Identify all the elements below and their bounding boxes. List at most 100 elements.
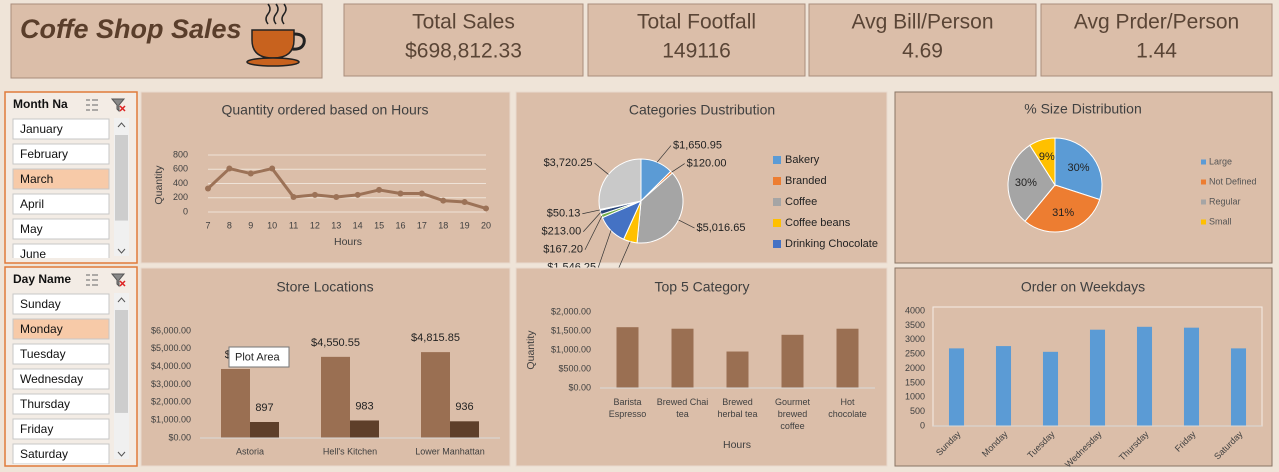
slicer-item[interactable] bbox=[12, 368, 110, 390]
y-tick-label: 0 bbox=[920, 420, 925, 430]
slicer-item[interactable] bbox=[12, 168, 110, 190]
line-marker bbox=[205, 185, 211, 192]
x-tick-label: Barista Espresso bbox=[609, 397, 647, 419]
slicer-item-label: Tuesday bbox=[20, 347, 66, 361]
multi-select-icon[interactable] bbox=[86, 99, 98, 111]
bar bbox=[1136, 326, 1153, 426]
x-axis-label: Hours bbox=[723, 439, 751, 451]
chart-title: Top 5 Category bbox=[655, 279, 750, 295]
line-marker bbox=[290, 194, 297, 201]
slicer-item[interactable] bbox=[12, 343, 110, 365]
clear-filter-icon[interactable] bbox=[110, 273, 126, 288]
clear-filter-icon[interactable] bbox=[110, 98, 126, 113]
data-label: $4,815.85 bbox=[411, 332, 460, 344]
leader-line bbox=[597, 230, 612, 268]
slicer-item[interactable] bbox=[12, 418, 110, 440]
multi-select-icon[interactable] bbox=[86, 274, 98, 286]
y-tick-label: $1,500.00 bbox=[551, 325, 591, 335]
scroll-thumb[interactable] bbox=[115, 310, 128, 413]
legend-swatch bbox=[1201, 159, 1206, 165]
x-tick-label: 16 bbox=[395, 220, 405, 230]
x-tick-label: Gourmet brewed coffee bbox=[775, 397, 811, 431]
bar bbox=[726, 351, 749, 388]
y-tick-label: 1000 bbox=[905, 392, 925, 402]
x-tick-label: 20 bbox=[481, 220, 491, 230]
slicer-item[interactable] bbox=[12, 143, 110, 165]
scroll-down[interactable] bbox=[117, 248, 126, 254]
data-label: $50.13 bbox=[547, 208, 581, 220]
slicer-item[interactable] bbox=[12, 243, 110, 264]
x-tick-label: 15 bbox=[374, 220, 384, 230]
slicer-item-label: Thursday bbox=[20, 397, 70, 411]
line-marker bbox=[483, 205, 489, 212]
x-tick-label: Brewed herbal tea bbox=[717, 397, 757, 419]
x-axis-label: Hours bbox=[334, 236, 362, 248]
tooltip-box bbox=[228, 346, 290, 368]
leader-line bbox=[582, 209, 601, 215]
slicer-item-label: April bbox=[20, 197, 44, 211]
x-tick-label: Hell's Kitchen bbox=[323, 446, 377, 456]
slicer-item[interactable] bbox=[12, 193, 110, 215]
slicer-item[interactable] bbox=[12, 218, 110, 240]
bar bbox=[616, 327, 639, 388]
chart-panel bbox=[515, 267, 888, 467]
kpi-card bbox=[587, 3, 806, 77]
pie-slice bbox=[1054, 137, 1103, 201]
bar bbox=[350, 420, 379, 438]
x-tick-label: Hot chocolate bbox=[828, 397, 867, 419]
line-marker bbox=[247, 170, 254, 177]
chart-title: Categories Dustribution bbox=[629, 102, 775, 118]
scroll-thumb[interactable] bbox=[115, 135, 128, 221]
scroll-down[interactable] bbox=[117, 451, 126, 457]
legend-label: Drinking Chocolate bbox=[785, 238, 878, 250]
x-tick-label: 9 bbox=[248, 220, 253, 230]
slicer-item-label: January bbox=[20, 122, 63, 136]
legend-label: Large bbox=[1209, 156, 1232, 166]
bar bbox=[995, 346, 1012, 426]
y-tick-label: 400 bbox=[173, 178, 188, 188]
kpi-label: Avg Bill/Person bbox=[851, 11, 993, 34]
legend-swatch bbox=[773, 240, 781, 248]
legend-swatch bbox=[773, 198, 781, 206]
y-tick-label: 1500 bbox=[905, 377, 925, 387]
kpi-card bbox=[343, 3, 584, 77]
scroll-up[interactable] bbox=[117, 297, 126, 303]
slicer-item[interactable] bbox=[12, 293, 110, 315]
slicer-item-label: March bbox=[20, 172, 53, 186]
x-tick-label: 19 bbox=[460, 220, 470, 230]
leader-line bbox=[584, 215, 603, 250]
data-label: $3,720.25 bbox=[544, 157, 593, 169]
y-tick-label: 800 bbox=[173, 149, 188, 159]
leader-line bbox=[594, 162, 609, 175]
data-label: 983 bbox=[355, 400, 373, 412]
data-label: $4,550.55 bbox=[311, 337, 360, 349]
slicer-item[interactable] bbox=[12, 393, 110, 415]
legend-swatch bbox=[1201, 199, 1206, 205]
legend-swatch bbox=[773, 219, 781, 227]
y-tick-label: $3,000.00 bbox=[151, 379, 191, 389]
slicer-item-label: Friday bbox=[20, 422, 53, 436]
data-label: $5,016.65 bbox=[697, 222, 746, 234]
slicer-items: Sunday Monday Tuesday Wednesday Thursday Frid… bbox=[12, 293, 110, 464]
legend-label: Branded bbox=[785, 175, 827, 187]
pie-slice bbox=[1007, 144, 1056, 222]
kpi-card bbox=[1040, 3, 1273, 77]
legend-swatch bbox=[773, 156, 781, 164]
kpi-label: Total Sales bbox=[412, 11, 515, 34]
slicer-item[interactable] bbox=[12, 118, 110, 140]
bar bbox=[781, 334, 804, 388]
clear-x bbox=[119, 280, 126, 287]
kpi-value: 1.44 bbox=[1136, 40, 1177, 63]
legend-swatch bbox=[1201, 179, 1206, 185]
chart-title: % Size Distribution bbox=[1024, 101, 1142, 117]
slicer-item[interactable] bbox=[12, 443, 110, 464]
y-tick-label: 3500 bbox=[905, 320, 925, 330]
charts: Quantity ordered based on Hours020040060… bbox=[140, 91, 1273, 470]
slicer-title: Day Name bbox=[13, 272, 71, 286]
leader-line bbox=[678, 219, 695, 229]
bar bbox=[1183, 327, 1200, 426]
x-tick-label: 17 bbox=[417, 220, 427, 230]
slicer-item[interactable] bbox=[12, 318, 110, 340]
scroll-up[interactable] bbox=[117, 122, 126, 128]
